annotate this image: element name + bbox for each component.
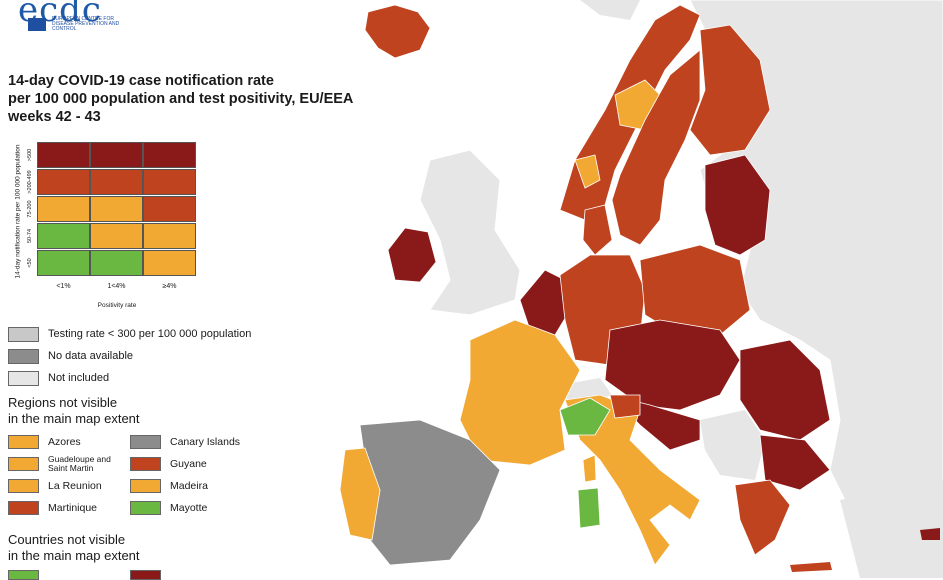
countries-swatch-green	[8, 570, 39, 580]
logo-subtitle: EUROPEAN CENTRE FOR DISEASE PREVENTION A…	[52, 16, 120, 32]
region-bulgaria	[759, 434, 831, 491]
matrix-cell	[37, 250, 90, 276]
legend-swatch	[8, 349, 39, 364]
region-italy-red-north	[609, 394, 641, 419]
region-greece	[734, 479, 791, 556]
matrix-cell	[143, 142, 196, 168]
region-romania	[739, 339, 831, 441]
region-ireland	[387, 227, 437, 283]
region-not-included-uk	[419, 149, 521, 316]
legend-label: Testing rate < 300 per 100 000 populatio…	[48, 328, 252, 340]
region-portugal	[339, 447, 381, 541]
matrix-cell	[143, 169, 196, 195]
title-line-3: weeks 42 - 43	[8, 109, 101, 125]
matrix-cell	[90, 142, 143, 168]
eu-flag-icon	[28, 18, 46, 31]
region-baltics	[704, 154, 771, 256]
regions-heading-line-1: Regions not visible	[8, 395, 118, 410]
region-not-included-iceland-area	[580, 0, 640, 20]
map-title: 14-day COVID-19 case notification rate p…	[8, 72, 368, 126]
region-denmark	[582, 204, 613, 256]
matrix-cell	[143, 196, 196, 222]
region-france	[459, 319, 581, 466]
region-swatch	[130, 479, 161, 493]
matrix-cell	[90, 223, 143, 249]
matrix-cell	[37, 169, 90, 195]
region-swatch	[8, 435, 39, 449]
region-finland	[689, 24, 771, 156]
region-swatch	[8, 479, 39, 493]
region-label: Canary Islands	[170, 436, 241, 448]
region-central-dark	[604, 319, 741, 411]
matrix-cell	[90, 169, 143, 195]
countries-swatch-dark-red	[130, 570, 161, 580]
matrix-cell	[37, 223, 90, 249]
region-label: Mayotte	[170, 502, 208, 514]
region-sardinia	[577, 487, 601, 529]
legend-swatch	[8, 371, 39, 386]
region-corsica	[582, 454, 597, 483]
matrix-col-label: <1%	[56, 283, 71, 290]
title-line-1: 14-day COVID-19 case notification rate	[8, 73, 274, 89]
region-label: Guyane	[170, 458, 207, 470]
region-italy	[564, 394, 701, 566]
region-iceland	[364, 4, 431, 59]
region-crete	[790, 562, 832, 572]
region-label: Madeira	[170, 480, 208, 492]
region-label: La Reunion	[48, 480, 102, 492]
region-swatch	[130, 435, 161, 449]
region-poland	[639, 244, 751, 336]
countries-heading-line-2: in the main map extent	[8, 548, 140, 563]
matrix-cell	[143, 223, 196, 249]
matrix-y-axis-label: 14-day notification rate per 100 000 pop…	[14, 144, 22, 279]
ecdc-logo: ecdc EUROPEAN CENTRE FOR DISEASE PREVENT…	[18, 0, 158, 40]
matrix-cell	[90, 250, 143, 276]
legend-swatch	[8, 327, 39, 342]
regions-section-heading: Regions not visible in the main map exte…	[8, 395, 140, 427]
region-not-included-balkans	[700, 410, 765, 480]
matrix-cell	[37, 196, 90, 222]
region-not-included-turkey	[840, 480, 943, 578]
region-swatch	[8, 457, 39, 471]
region-cyprus	[920, 528, 940, 540]
region-swatch	[130, 457, 161, 471]
matrix-row-label: <50	[27, 258, 33, 268]
matrix-col-label: ≥4%	[162, 283, 177, 290]
region-label: Azores	[48, 436, 81, 448]
legend-label: No data available	[48, 350, 134, 362]
regions-heading-line-2: in the main map extent	[8, 411, 140, 426]
countries-heading-line-1: Countries not visible	[8, 532, 126, 547]
region-sweden	[611, 49, 701, 246]
countries-section-heading: Countries not visible in the main map ex…	[8, 532, 140, 564]
matrix-x-axis-label: Positivity rate	[97, 302, 137, 309]
matrix-cell	[90, 196, 143, 222]
legend-label: Not included	[48, 372, 110, 384]
matrix-col-label: 1<4%	[107, 283, 126, 290]
matrix-cell	[37, 142, 90, 168]
region-swatch	[130, 501, 161, 515]
matrix-cell	[143, 250, 196, 276]
region-label: Guadeloupe and Saint Martin	[48, 454, 111, 473]
region-label: Martinique	[48, 502, 98, 514]
region-italy-north-green	[559, 397, 611, 436]
region-sweden-orange	[574, 154, 601, 189]
title-line-2: per 100 000 population and test positivi…	[8, 91, 354, 107]
region-swatch	[8, 501, 39, 515]
